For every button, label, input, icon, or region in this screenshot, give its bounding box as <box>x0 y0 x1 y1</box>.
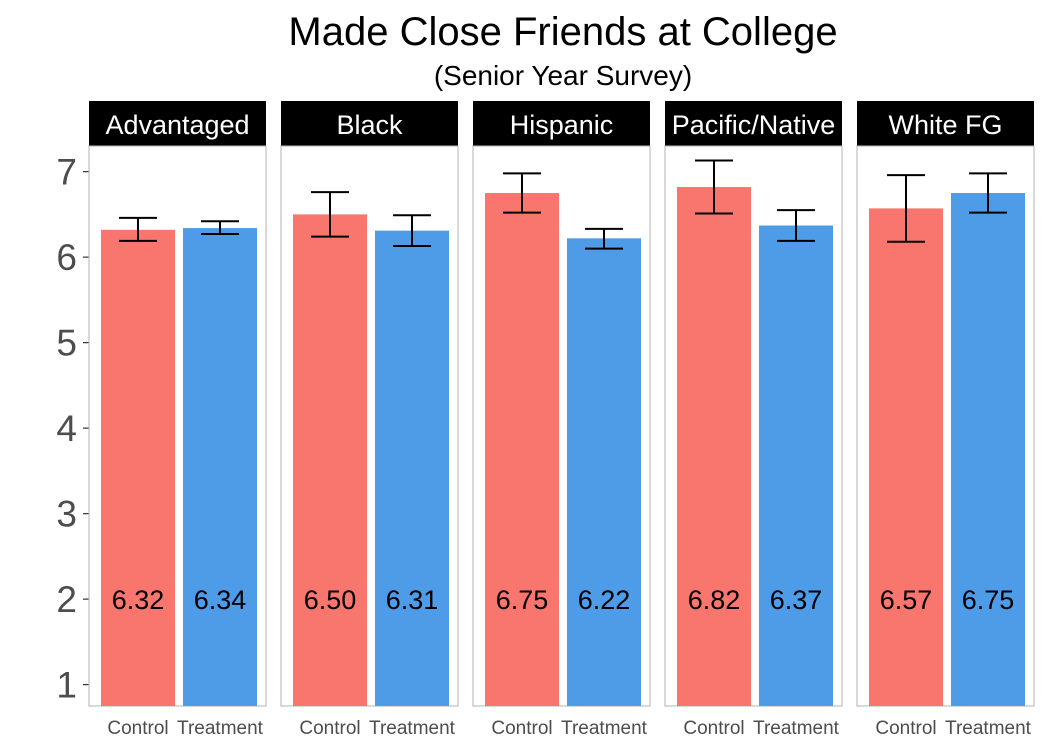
x-tick-label: Treatment <box>753 718 840 739</box>
panel-border <box>88 145 267 707</box>
facet-strip <box>89 101 266 146</box>
y-tick-label: 5 <box>56 323 77 364</box>
x-tick-label: Control <box>683 718 744 739</box>
facet-panel: Black 6.50 Control 6.31 Treatment <box>280 101 459 739</box>
y-axis: 1 2 3 4 5 6 7 <box>56 152 89 706</box>
bar-value-label: 6.31 <box>386 585 439 615</box>
y-tick-label: 3 <box>56 494 77 535</box>
bar-treatment <box>375 230 449 706</box>
x-tick-label: Control <box>491 718 552 739</box>
panel-border <box>472 145 651 707</box>
facet-strip <box>281 101 458 146</box>
chart-subtitle: (Senior Year Survey) <box>434 60 692 91</box>
x-tick-label: Treatment <box>369 718 456 739</box>
y-tick-label: 4 <box>56 408 77 449</box>
bar-control <box>677 187 751 707</box>
bar-treatment <box>759 225 833 706</box>
panel-border <box>664 145 843 707</box>
y-tick-label: 6 <box>56 237 77 278</box>
y-tick-label: 1 <box>56 665 77 706</box>
bar-control <box>869 208 943 706</box>
x-tick-label: Control <box>299 718 360 739</box>
panel-border <box>280 145 459 707</box>
bar-value-label: 6.37 <box>770 585 823 615</box>
facet-strip <box>473 101 650 146</box>
facet-panel: Pacific/Native 6.82 Control 6.37 Treatment <box>664 101 843 739</box>
y-tick-label: 2 <box>56 579 77 620</box>
bar-value-label: 6.50 <box>304 585 357 615</box>
facet-strip <box>857 101 1034 146</box>
bar-treatment <box>183 228 257 706</box>
x-tick-label: Control <box>875 718 936 739</box>
bar-value-label: 6.75 <box>962 585 1015 615</box>
facet-panels: Advantaged 6.32 Control 6.34 Treatment Black 6… <box>88 101 1035 739</box>
x-tick-label: Treatment <box>177 718 264 739</box>
facet-strip-label: Black <box>336 110 403 140</box>
bar-value-label: 6.34 <box>194 585 247 615</box>
x-tick-label: Treatment <box>561 718 648 739</box>
chart-title: Made Close Friends at College <box>288 10 837 54</box>
bar-treatment <box>567 238 641 706</box>
bar-control <box>101 229 175 706</box>
x-tick-label: Control <box>107 718 168 739</box>
bar-control <box>293 214 367 706</box>
facet-panel: White FG 6.57 Control 6.75 Treatment <box>856 101 1035 739</box>
y-tick-label: 7 <box>56 152 77 193</box>
facet-strip-label: Advantaged <box>105 110 249 140</box>
bar-value-label: 6.75 <box>496 585 549 615</box>
x-tick-label: Treatment <box>945 718 1032 739</box>
bar-value-label: 6.32 <box>112 585 165 615</box>
facet-panel: Advantaged 6.32 Control 6.34 Treatment <box>88 101 267 739</box>
bar-value-label: 6.82 <box>688 585 741 615</box>
facet-strip-label: White FG <box>888 110 1002 140</box>
panel-border <box>856 145 1035 707</box>
bar-value-label: 6.22 <box>578 585 631 615</box>
facet-strip <box>665 101 842 146</box>
facet-panel: Hispanic 6.75 Control 6.22 Treatment <box>472 101 651 739</box>
bar-value-label: 6.57 <box>880 585 933 615</box>
facet-strip-label: Pacific/Native <box>672 110 836 140</box>
bar-control <box>485 193 559 707</box>
facet-strip-label: Hispanic <box>510 110 614 140</box>
bar-treatment <box>951 193 1025 707</box>
